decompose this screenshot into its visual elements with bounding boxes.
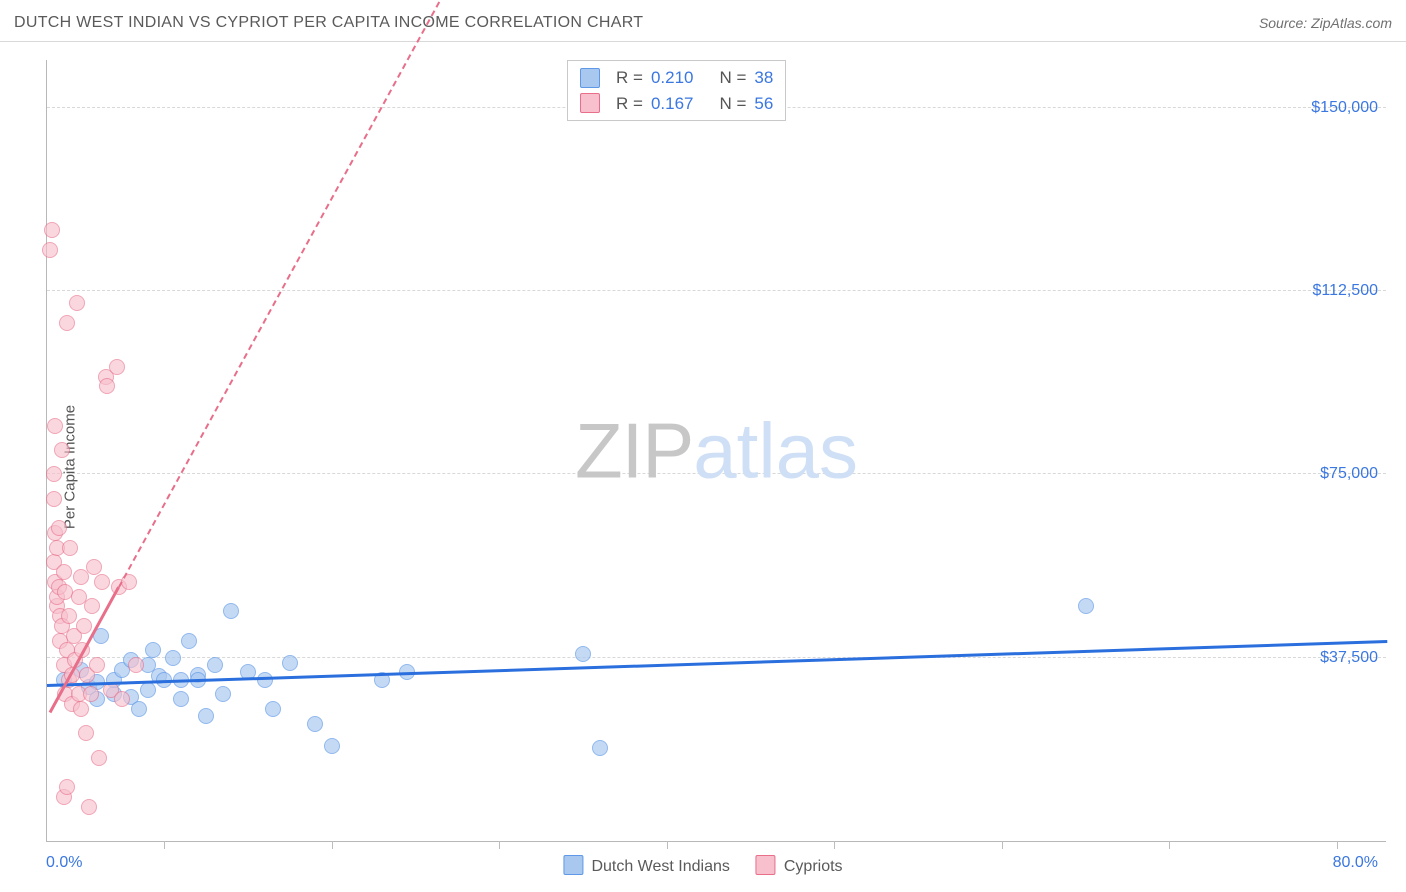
data-point bbox=[61, 608, 77, 624]
watermark-zip: ZIP bbox=[575, 406, 693, 494]
watermark: ZIPatlas bbox=[575, 405, 858, 496]
legend-swatch bbox=[563, 855, 583, 875]
stats-legend-row: R = 0.167 N = 56 bbox=[580, 91, 773, 117]
x-tick bbox=[164, 841, 165, 849]
r-value: 0.167 bbox=[651, 91, 694, 117]
data-point bbox=[84, 598, 100, 614]
data-point bbox=[73, 701, 89, 717]
n-label: N = bbox=[719, 91, 746, 117]
plot-area: ZIPatlas R = 0.210 N = 38 R = 0.167 N = 56 $37,… bbox=[46, 60, 1386, 842]
data-point bbox=[54, 442, 70, 458]
data-point bbox=[215, 686, 231, 702]
data-point bbox=[86, 559, 102, 575]
legend-item: Cypriots bbox=[756, 855, 843, 876]
data-point bbox=[89, 657, 105, 673]
data-point bbox=[198, 708, 214, 724]
y-tick-label: $37,500 bbox=[1320, 649, 1378, 667]
stats-legend-row: R = 0.210 N = 38 bbox=[580, 65, 773, 91]
data-point bbox=[131, 701, 147, 717]
x-tick bbox=[667, 841, 668, 849]
legend-label: Cypriots bbox=[784, 858, 843, 875]
data-point bbox=[145, 642, 161, 658]
data-point bbox=[69, 295, 85, 311]
data-point bbox=[56, 564, 72, 580]
gridline-h bbox=[47, 290, 1386, 291]
n-value: 38 bbox=[754, 65, 773, 91]
legend-swatch bbox=[756, 855, 776, 875]
data-point bbox=[282, 655, 298, 671]
data-point bbox=[307, 716, 323, 732]
x-tick bbox=[834, 841, 835, 849]
data-point bbox=[128, 657, 144, 673]
trend-line-extension bbox=[118, 0, 450, 588]
data-point bbox=[140, 682, 156, 698]
plot-container: Per Capita Income ZIPatlas R =0.210N =38… bbox=[0, 42, 1406, 892]
y-tick-label: $150,000 bbox=[1311, 99, 1378, 117]
data-point bbox=[94, 574, 110, 590]
y-tick-label: $112,500 bbox=[1312, 282, 1378, 300]
data-point bbox=[99, 378, 115, 394]
data-point bbox=[114, 691, 130, 707]
gridline-h bbox=[47, 473, 1386, 474]
data-point bbox=[51, 520, 67, 536]
stats-legend: R = 0.210 N = 38 R = 0.167 N = 56 bbox=[567, 60, 786, 121]
data-point bbox=[592, 740, 608, 756]
data-point bbox=[81, 799, 97, 815]
data-point bbox=[109, 359, 125, 375]
data-point bbox=[181, 633, 197, 649]
x-tick bbox=[1337, 841, 1338, 849]
r-label: R = bbox=[616, 65, 643, 91]
source-attribution: Source: ZipAtlas.com bbox=[1259, 15, 1392, 31]
x-tick bbox=[332, 841, 333, 849]
source-prefix: Source: bbox=[1259, 15, 1311, 31]
data-point bbox=[207, 657, 223, 673]
x-tick bbox=[499, 841, 500, 849]
data-point bbox=[173, 691, 189, 707]
x-tick bbox=[1169, 841, 1170, 849]
data-point bbox=[91, 750, 107, 766]
watermark-atlas: atlas bbox=[693, 406, 858, 494]
y-tick-label: $75,000 bbox=[1320, 465, 1378, 483]
r-value: 0.210 bbox=[651, 65, 694, 91]
series-legend: Dutch West Indians Cypriots bbox=[563, 855, 842, 876]
legend-item: Dutch West Indians bbox=[563, 855, 729, 876]
data-point bbox=[46, 466, 62, 482]
source-name: ZipAtlas.com bbox=[1311, 15, 1392, 31]
data-point bbox=[223, 603, 239, 619]
data-point bbox=[265, 701, 281, 717]
data-point bbox=[324, 738, 340, 754]
chart-header: DUTCH WEST INDIAN VS CYPRIOT PER CAPITA … bbox=[0, 0, 1406, 42]
data-point bbox=[62, 540, 78, 556]
data-point bbox=[83, 686, 99, 702]
legend-label: Dutch West Indians bbox=[591, 858, 729, 875]
legend-swatch bbox=[580, 68, 600, 88]
x-tick bbox=[1002, 841, 1003, 849]
data-point bbox=[59, 315, 75, 331]
data-point bbox=[42, 242, 58, 258]
data-point bbox=[44, 222, 60, 238]
data-point bbox=[76, 618, 92, 634]
gridline-h bbox=[47, 657, 1386, 658]
n-label: N = bbox=[719, 65, 746, 91]
r-label: R = bbox=[616, 91, 643, 117]
data-point bbox=[47, 418, 63, 434]
data-point bbox=[46, 491, 62, 507]
legend-swatch bbox=[580, 93, 600, 113]
data-point bbox=[1078, 598, 1094, 614]
data-point bbox=[73, 569, 89, 585]
data-point bbox=[165, 650, 181, 666]
chart-title: DUTCH WEST INDIAN VS CYPRIOT PER CAPITA … bbox=[14, 14, 643, 32]
data-point bbox=[575, 646, 591, 662]
x-axis-min-label: 0.0% bbox=[46, 854, 82, 872]
data-point bbox=[78, 725, 94, 741]
n-value: 56 bbox=[754, 91, 773, 117]
x-axis-max-label: 80.0% bbox=[1333, 854, 1378, 872]
data-point bbox=[59, 779, 75, 795]
